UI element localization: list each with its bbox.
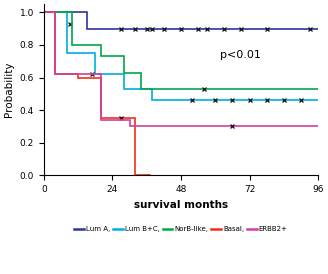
Legend: Lum A,, Lum B+C,, NorB-like,, Basal,, ERBB2+: Lum A,, Lum B+C,, NorB-like,, Basal,, ER… [72,223,290,235]
X-axis label: survival months: survival months [134,199,228,210]
Y-axis label: Probability: Probability [4,62,14,118]
Text: p<0.01: p<0.01 [220,50,261,60]
